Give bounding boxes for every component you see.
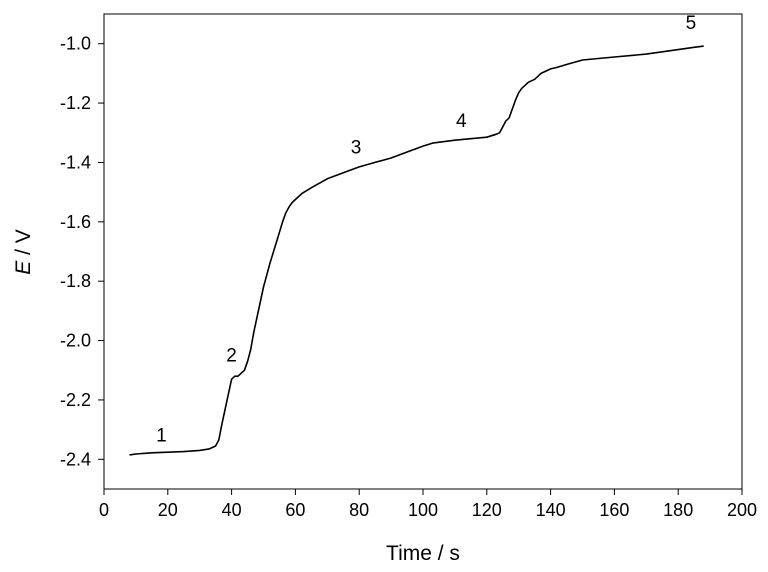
potential-time-curve [129,45,704,456]
y-tick-label: -1.0 [60,34,91,54]
plot-area-frame [103,13,743,490]
annotation-group: 1 2 3 4 5 [156,13,696,447]
curve-stage-label: 4 [456,111,467,132]
curve-stage-label: 2 [226,345,237,366]
x-tick-label: 140 [536,500,566,520]
y-axis-title: E / V [12,229,35,275]
y-axis-title-symbol: E [12,260,35,275]
x-tick-label: 100 [408,500,438,520]
y-tick-label: -1.4 [60,152,91,172]
x-tick-label: 20 [158,500,178,520]
y-tick-label: -2.2 [60,390,91,410]
y-tick-label: -1.8 [60,271,91,291]
curve-stage-label: 1 [156,426,167,447]
y-tick-label: -1.2 [60,93,91,113]
x-tick-label: 120 [472,500,502,520]
curve-stage-label: 5 [686,13,697,34]
x-tick-label: 180 [663,500,693,520]
x-tick-label: 60 [285,500,305,520]
x-tick-label: 200 [727,500,757,520]
x-axis-title: Time / s [386,542,460,565]
curve-stage-label: 3 [351,138,362,159]
x-axis: 0 20 40 60 80 100 120 140 160 180 200 [99,489,757,520]
x-tick-label: 160 [599,500,629,520]
y-tick-label: -1.6 [60,212,91,232]
y-axis: -2.4 -2.2 -2.0 -1.8 -1.6 -1.4 -1.2 -1.0 [60,34,104,469]
x-tick-label: 0 [99,500,109,520]
y-axis-title-unit: / V [12,229,35,261]
x-tick-label: 40 [222,500,242,520]
y-tick-label: -2.0 [60,331,91,351]
x-tick-label: 80 [349,500,369,520]
y-tick-label: -2.4 [60,449,91,469]
